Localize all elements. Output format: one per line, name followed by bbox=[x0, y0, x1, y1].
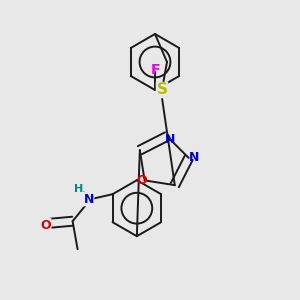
Text: H: H bbox=[74, 184, 83, 194]
Text: F: F bbox=[150, 63, 160, 77]
Text: N: N bbox=[165, 133, 175, 146]
Text: O: O bbox=[40, 219, 51, 232]
Text: N: N bbox=[188, 152, 199, 164]
Text: S: S bbox=[157, 82, 167, 98]
Text: N: N bbox=[83, 193, 94, 206]
Text: O: O bbox=[136, 174, 147, 187]
